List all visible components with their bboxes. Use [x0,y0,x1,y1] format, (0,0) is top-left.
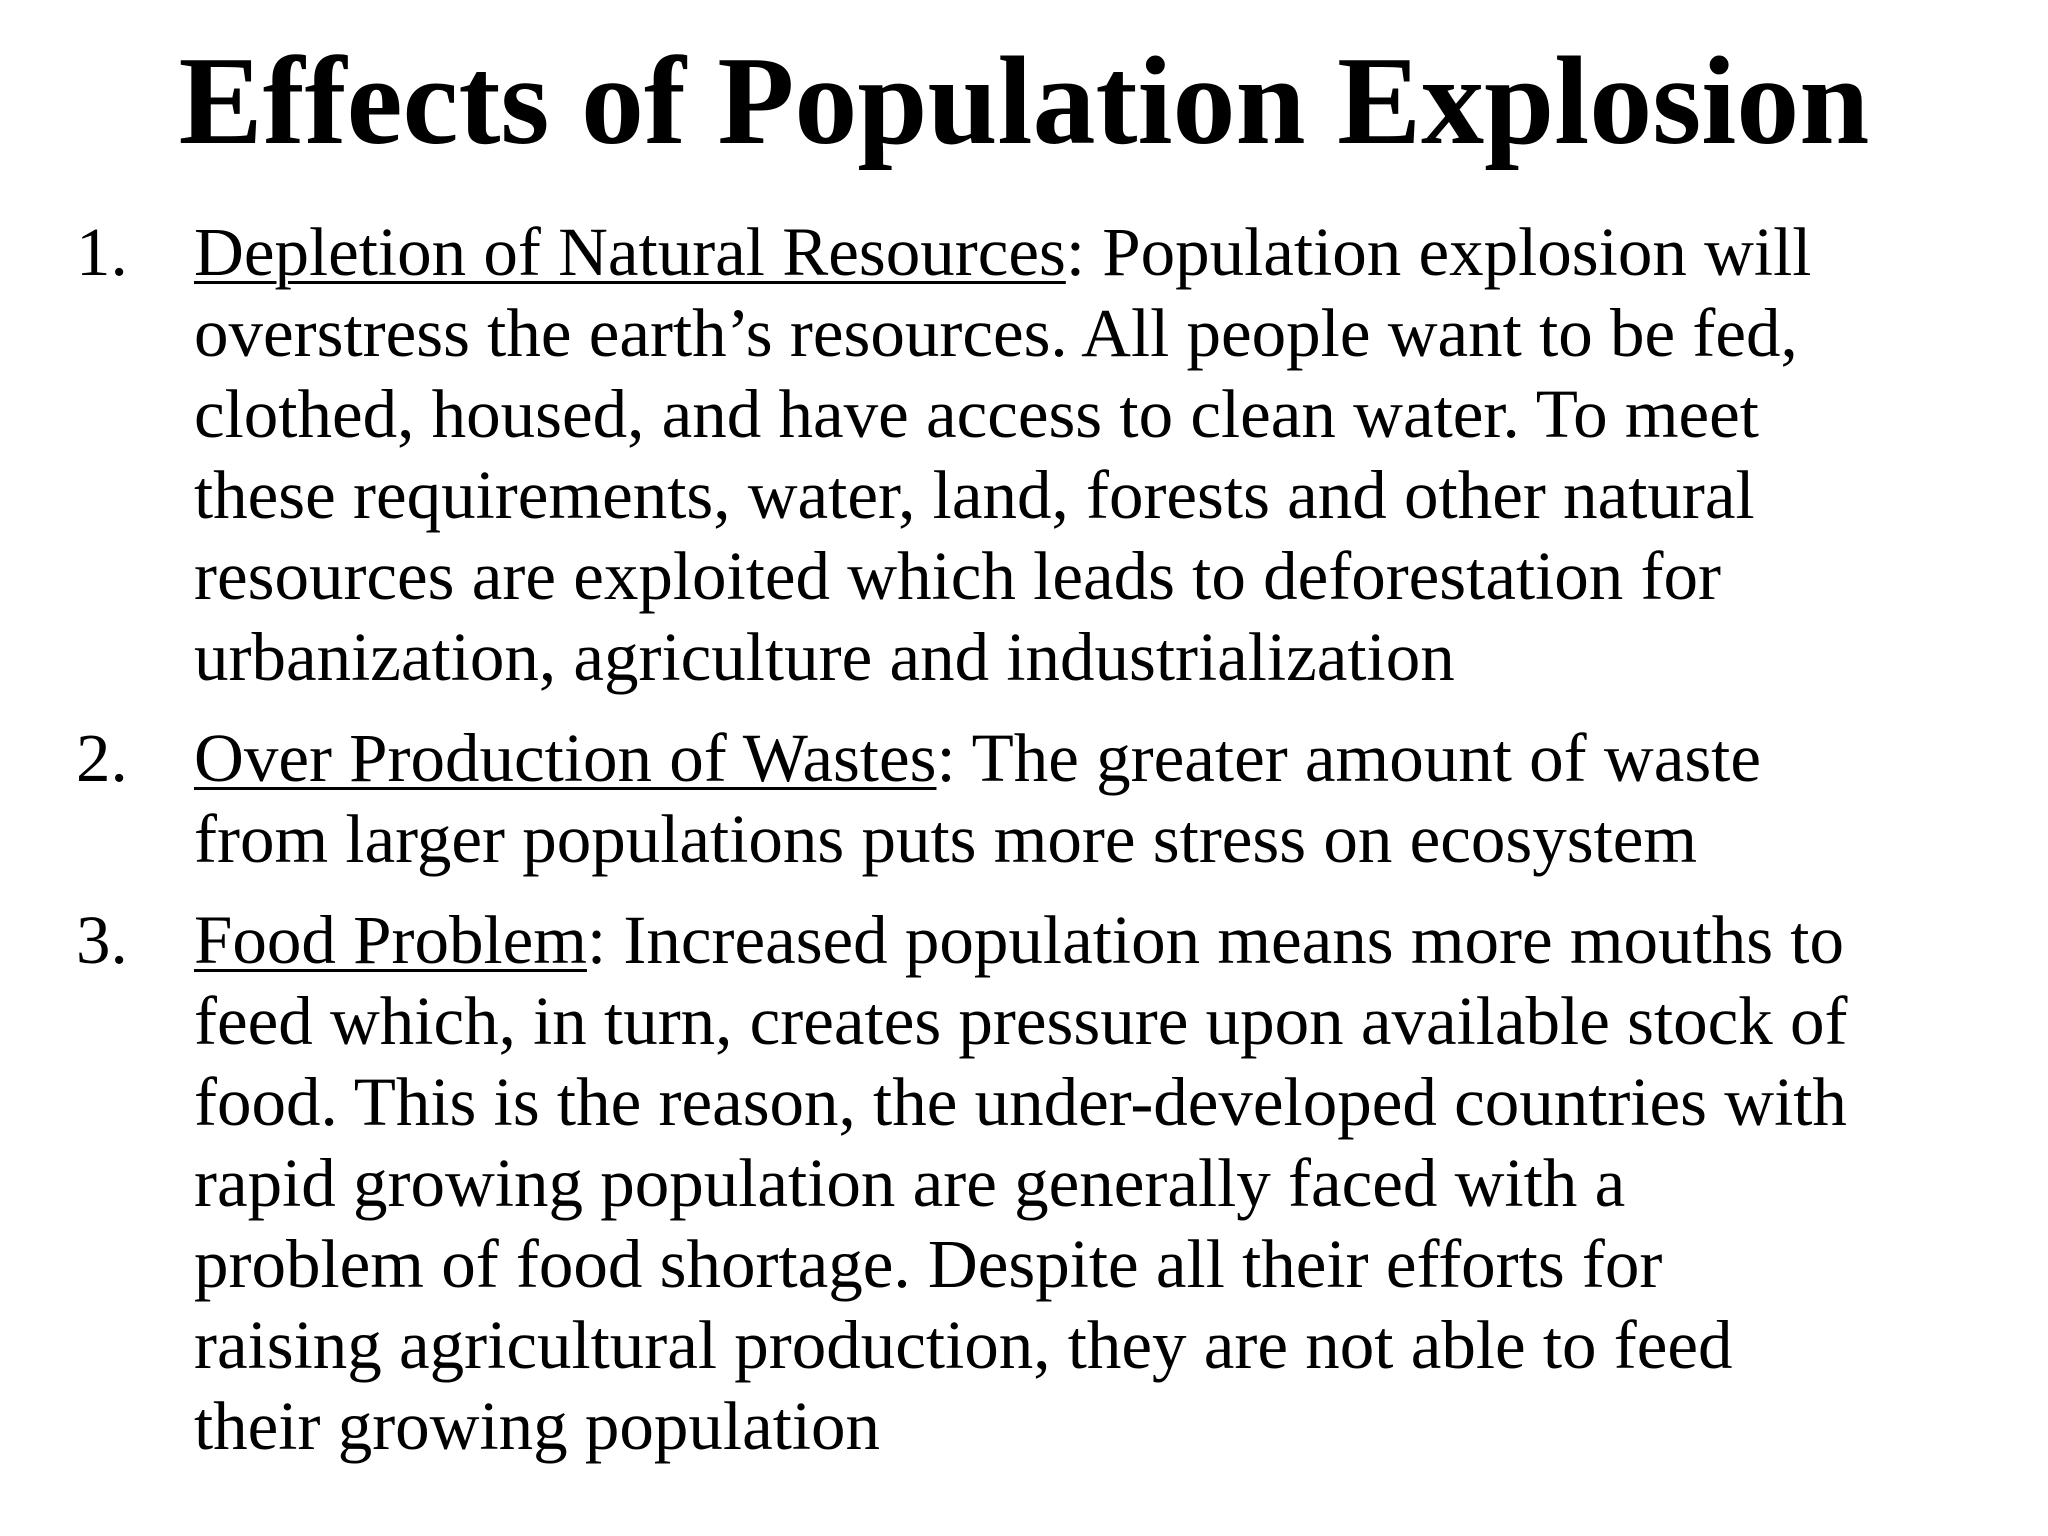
item-text-line: overstress the earth’s resources. All pe… [194,295,1798,371]
item-text-line: their growing population [194,1388,881,1464]
item-number: 1. [76,214,128,290]
item-text-line: rapid growing population are generally f… [194,1145,1626,1221]
effects-list: 1. Depletion of Natural Resources: Popul… [0,212,2048,1487]
item-number: 2. [76,720,128,796]
heading-separator: : [1065,214,1085,290]
item-heading: Over Production of Wastes [194,720,937,796]
item-text-line: clothed, housed, and have access to clea… [194,376,1759,452]
item-text-line: problem of food shortage. Despite all th… [194,1226,1663,1302]
heading-separator: : [586,902,607,978]
list-item-depletion: 1. Depletion of Natural Resources: Popul… [0,212,1994,698]
list-item-food-problem: 3. Food Problem: Increased population me… [0,900,1994,1467]
item-text-line: these requirements, water, land, forests… [194,457,1755,533]
item-first-line: Over Production of Wastes: The greater a… [194,718,1994,799]
item-text-line: from larger populations puts more stress… [194,801,1698,877]
heading-separator: : [936,720,956,796]
item-heading: Depletion of Natural Resources [194,214,1066,290]
slide-title: Effects of Population Explosion [178,32,1870,171]
list-item-wastes: 2. Over Production of Wastes: The greate… [0,718,1994,880]
item-heading: Food Problem [194,902,587,978]
item-first-line: Food Problem: Increased population means… [194,900,1994,981]
item-text-line: food. This is the reason, the under-deve… [194,1064,1847,1140]
item-text-line: urbanization, agriculture and industrial… [194,619,1455,695]
item-text: Population explosion will [1084,214,1812,290]
item-text-line: resources are exploited which leads to d… [194,538,1721,614]
item-text: The greater amount of waste [955,720,1761,796]
item-text-line: feed which, in turn, creates pressure up… [194,983,1848,1059]
item-first-line: Depletion of Natural Resources: Populati… [194,212,1994,293]
item-text-line: raising agricultural production, they ar… [194,1307,1733,1383]
item-number: 3. [76,902,128,978]
item-text: Increased population means more mouths t… [606,902,1844,978]
